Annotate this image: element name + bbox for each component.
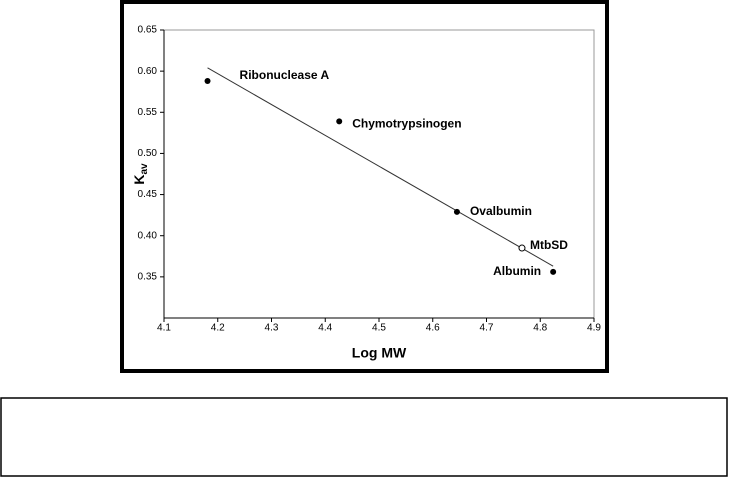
- y-axis-label: Kav: [131, 163, 150, 185]
- point-label: Ribonuclease A: [240, 68, 330, 82]
- y-tick-label: 0.45: [138, 189, 158, 200]
- point-label: Ovalbumin: [470, 204, 532, 218]
- data-point: [550, 268, 557, 275]
- y-tick-label: 0.65: [138, 25, 158, 36]
- point-label: Chymotrypsinogen: [352, 117, 461, 131]
- y-tick-label: 0.55: [138, 107, 158, 118]
- x-tick-label: 4.6: [426, 323, 440, 334]
- data-point: [518, 244, 526, 252]
- x-tick-label: 4.4: [318, 323, 332, 334]
- x-axis-label: Log MW: [352, 345, 407, 361]
- x-tick-label: 4.7: [480, 323, 494, 334]
- y-tick-label: 0.60: [138, 66, 158, 77]
- y-tick-label: 0.40: [138, 230, 158, 241]
- y-tick-label: 0.35: [138, 271, 158, 282]
- point-label: MtbSD: [530, 238, 568, 252]
- y-axis-label-main: K: [131, 175, 147, 185]
- y-tick-label: 0.50: [138, 148, 158, 159]
- x-tick-label: 4.1: [157, 323, 171, 334]
- y-axis-label-sub: av: [139, 163, 150, 175]
- point-label: Albumin: [493, 264, 541, 278]
- data-point: [336, 118, 343, 125]
- data-point: [453, 208, 460, 215]
- figure-frame: [120, 0, 609, 373]
- x-tick-label: 4.8: [533, 323, 547, 334]
- data-point: [204, 78, 211, 85]
- trendline: [207, 67, 554, 267]
- x-tick-label: 4.5: [372, 323, 386, 334]
- x-tick-label: 4.9: [587, 323, 601, 334]
- caption-box: [0, 397, 728, 477]
- x-tick-label: 4.3: [265, 323, 279, 334]
- x-tick-label: 4.2: [211, 323, 225, 334]
